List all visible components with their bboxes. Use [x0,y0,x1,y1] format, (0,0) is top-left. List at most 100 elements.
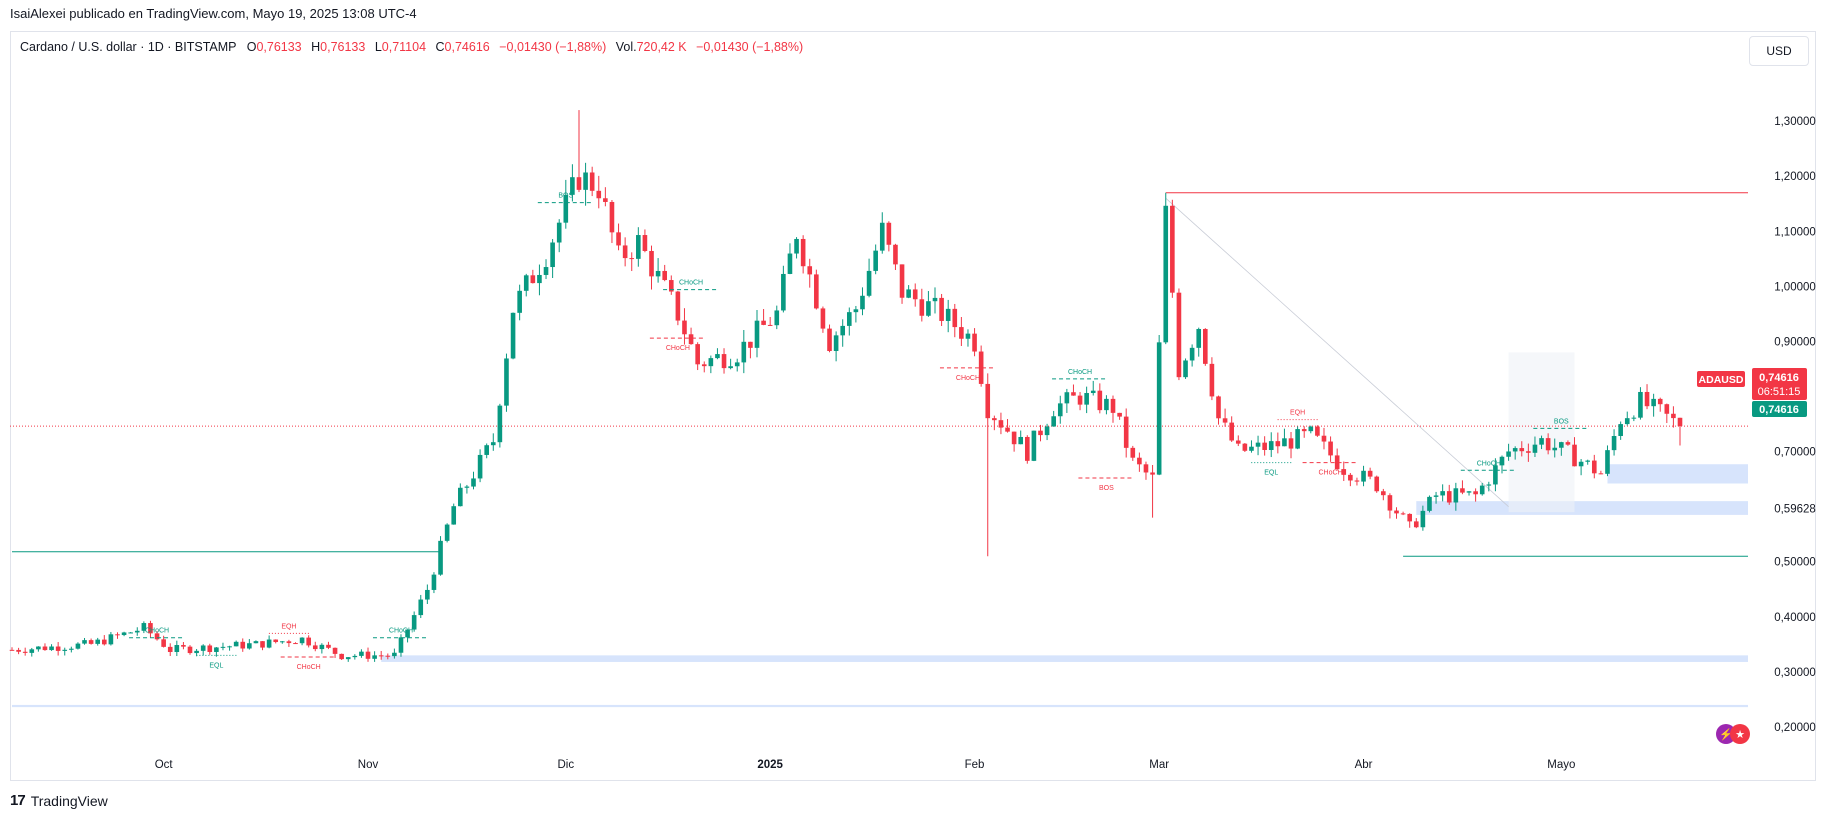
chart-frame[interactable] [10,31,1816,781]
candle-body [550,242,555,268]
candle-body [576,177,582,190]
symbol-price-tag [1697,371,1745,387]
candle-body [800,238,806,267]
candle-body [392,652,397,657]
candle-body [1473,491,1478,495]
candle-body [570,177,575,195]
candle-body [583,172,588,190]
candle-body [556,222,562,243]
candle-body [1545,438,1551,451]
candle-body [708,358,714,367]
currency-button[interactable]: USD [1749,36,1809,66]
y-tick-label: 1,20000 [1774,171,1816,183]
candle-body [820,308,826,329]
candle-body [649,250,654,277]
candle-body [1361,470,1366,482]
candle-body [167,646,173,652]
candle-body [339,653,344,660]
candle-body [108,634,114,645]
candle-body [1407,513,1412,522]
candle-body [603,198,608,202]
bos-label: BOS [1099,485,1114,492]
candle-body [1466,491,1472,493]
candle-body [1071,392,1076,396]
candle-body [873,250,878,271]
demand-zone [381,655,1749,662]
low-value: 0,71104 [381,40,427,54]
candle-body [530,275,536,284]
candle-body [477,454,483,479]
candle-body [1176,292,1182,378]
candle-body [134,630,140,633]
candle-body [734,362,740,367]
candle-body [655,270,661,277]
candle-body [1354,480,1360,482]
candle-body [458,487,463,507]
flag-icon[interactable]: ★ [1730,724,1750,744]
candle-body [161,639,166,647]
candle-body [1532,444,1538,453]
candle-body [668,280,674,292]
candle-body [1611,436,1617,451]
candle-body [1038,430,1043,436]
candle-body [1328,441,1333,456]
candle-body [886,222,892,245]
x-tick-label: 2025 [757,759,783,771]
candle-body [1427,496,1432,511]
candle-body [1552,447,1558,451]
indicator-badges[interactable]: ⚡ ★ [1716,724,1750,744]
candle-body [1203,328,1208,364]
y-tick-label: 0,40000 [1774,612,1816,624]
candle-body [912,289,918,300]
open-value: 0,76133 [256,40,302,54]
candle-body [1282,438,1287,447]
candle-body [484,445,489,455]
candle-body [688,334,694,345]
symbol-title[interactable]: Cardano / U.S. dollar · 1D · BITSTAMP [20,40,237,54]
candle-body [174,645,180,652]
candle-body [1156,342,1162,475]
candle-body [866,270,872,296]
candle-body [622,245,628,259]
candle-body [1446,491,1452,503]
candle-body [1301,429,1307,432]
candle-body [774,310,780,326]
candle-body [128,632,133,634]
candle-body [1255,442,1261,447]
tradingview-logo[interactable]: 17 TradingView [10,792,108,809]
candle-body [1321,435,1327,442]
candle-body [523,275,529,291]
open-label: O [246,40,257,54]
candle-body [1137,457,1142,465]
candle-body [1493,465,1498,485]
candle-body [1638,391,1643,418]
candle-body [715,354,720,359]
candle-body [398,637,404,653]
choch-label: CHoCH [1477,460,1501,467]
candle-body [932,297,938,302]
eql-label: EQL [1264,470,1278,477]
candle-body [148,623,153,634]
candle-body [1242,443,1248,451]
candle-body [1499,456,1505,466]
candle-body [451,506,457,525]
candle-body [233,641,239,647]
candle-body [1044,426,1050,436]
eqh-label: EQH [281,623,296,630]
candle-body [998,420,1004,428]
candle-body [1268,441,1274,450]
candle-body [1618,424,1623,437]
candle-body [1183,360,1188,378]
candle-body [1216,396,1221,419]
candle-body [405,629,410,638]
choch-label: CHoCH [1319,470,1343,477]
candle-body [1196,328,1202,348]
candle-body [1440,491,1445,496]
candle-body [846,312,852,326]
choch-label: CHoCH [389,628,413,635]
x-tick-label: Mar [1149,759,1169,771]
candle-body [227,646,232,648]
candle-body [378,655,384,657]
candle-body [1249,446,1254,451]
